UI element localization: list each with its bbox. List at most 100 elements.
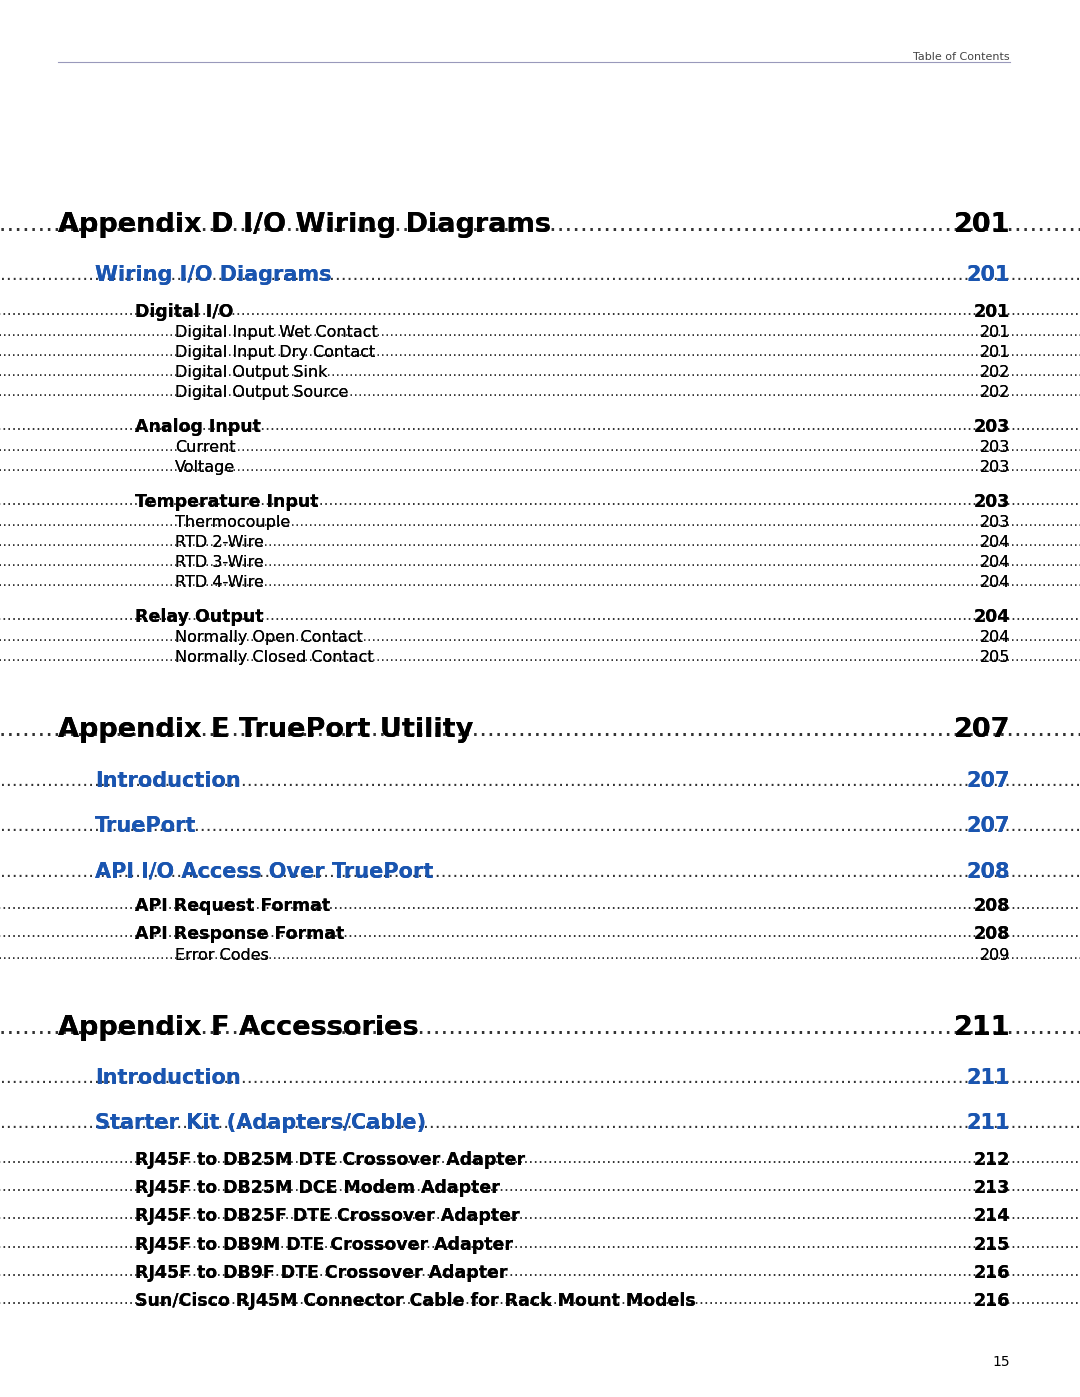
Text: Thermocouple: Thermocouple xyxy=(175,515,291,531)
Text: ................................................................................: ........................................… xyxy=(0,326,1080,339)
Text: 213: 213 xyxy=(974,1179,1010,1197)
Text: RJ45F to DB25M DTE Crossover Adapter: RJ45F to DB25M DTE Crossover Adapter xyxy=(135,1151,525,1169)
Text: 207: 207 xyxy=(967,771,1010,791)
Text: ................................................................................: ........................................… xyxy=(0,1113,1080,1133)
Text: 212: 212 xyxy=(974,1151,1010,1169)
Text: 203: 203 xyxy=(980,460,1010,475)
Text: RJ45F to DB25F DTE Crossover Adapter: RJ45F to DB25F DTE Crossover Adapter xyxy=(135,1207,519,1225)
Text: 204: 204 xyxy=(980,555,1010,570)
Text: ................................................................................: ........................................… xyxy=(0,212,1080,236)
Text: RJ45F to DB25F DTE Crossover Adapter: RJ45F to DB25F DTE Crossover Adapter xyxy=(135,1207,519,1225)
Text: Introduction: Introduction xyxy=(95,771,241,791)
Text: 209: 209 xyxy=(980,947,1010,963)
Text: RTD 2-Wire: RTD 2-Wire xyxy=(175,535,264,550)
Text: Appendix D I/O Wiring Diagrams: Appendix D I/O Wiring Diagrams xyxy=(58,212,551,237)
Text: Wiring I/O Diagrams: Wiring I/O Diagrams xyxy=(95,265,332,285)
Text: Table of Contents: Table of Contents xyxy=(914,52,1010,61)
Text: 211: 211 xyxy=(967,1113,1010,1133)
Text: Normally Closed Contact: Normally Closed Contact xyxy=(175,650,374,665)
Text: Sun/Cisco RJ45M Connector Cable for Rack Mount Models: Sun/Cisco RJ45M Connector Cable for Rack… xyxy=(135,1292,696,1310)
Text: 201: 201 xyxy=(954,212,1010,237)
Text: ................................................................................: ........................................… xyxy=(0,576,1080,590)
Text: 201: 201 xyxy=(967,265,1010,285)
Text: RTD 2-Wire: RTD 2-Wire xyxy=(175,535,264,550)
Text: API Response Format: API Response Format xyxy=(135,925,345,943)
Text: RTD 4-Wire: RTD 4-Wire xyxy=(175,576,264,590)
Text: TruePort: TruePort xyxy=(95,816,197,835)
Text: Current: Current xyxy=(175,440,235,455)
Text: 202: 202 xyxy=(980,365,1010,380)
Text: RTD 4-Wire: RTD 4-Wire xyxy=(175,576,264,590)
Text: 15: 15 xyxy=(993,1355,1010,1369)
Text: 203: 203 xyxy=(980,440,1010,455)
Text: ................................................................................: ........................................… xyxy=(0,771,1080,789)
Text: ................................................................................: ........................................… xyxy=(0,303,1080,319)
Text: RJ45F to DB25M DCE Modem Adapter: RJ45F to DB25M DCE Modem Adapter xyxy=(135,1179,500,1197)
Text: 201: 201 xyxy=(980,326,1010,339)
Text: Normally Closed Contact: Normally Closed Contact xyxy=(175,650,374,665)
Text: ................................................................................: ........................................… xyxy=(0,862,1080,880)
Text: 203: 203 xyxy=(980,515,1010,531)
Text: ................................................................................: ........................................… xyxy=(0,1207,1080,1222)
Text: 204: 204 xyxy=(974,608,1010,626)
Text: Appendix D I/O Wiring Diagrams: Appendix D I/O Wiring Diagrams xyxy=(58,212,551,237)
Text: TruePort: TruePort xyxy=(95,816,197,835)
Text: ................................................................................: ........................................… xyxy=(0,1264,1080,1278)
Text: 214: 214 xyxy=(974,1207,1010,1225)
Text: 209: 209 xyxy=(980,947,1010,963)
Text: Starter Kit (Adapters/Cable): Starter Kit (Adapters/Cable) xyxy=(95,1113,427,1133)
Text: ................................................................................: ........................................… xyxy=(0,1236,1080,1250)
Text: 211: 211 xyxy=(967,1067,1010,1088)
Text: ................................................................................: ........................................… xyxy=(0,493,1080,509)
Text: Normally Open Contact: Normally Open Contact xyxy=(175,630,363,645)
Text: Digital I/O: Digital I/O xyxy=(135,303,233,321)
Text: API Request Format: API Request Format xyxy=(135,897,330,915)
Text: 213: 213 xyxy=(974,1179,1010,1197)
Text: 216: 216 xyxy=(974,1292,1010,1310)
Text: ................................................................................: ........................................… xyxy=(0,535,1080,549)
Text: 211: 211 xyxy=(954,1014,1010,1041)
Text: 204: 204 xyxy=(980,535,1010,550)
Text: RJ45F to DB9F DTE Crossover Adapter: RJ45F to DB9F DTE Crossover Adapter xyxy=(135,1264,508,1282)
Text: Error Codes: Error Codes xyxy=(175,947,269,963)
Text: Introduction: Introduction xyxy=(95,1067,241,1088)
Text: 207: 207 xyxy=(967,816,1010,835)
Text: ................................................................................: ........................................… xyxy=(0,418,1080,433)
Text: RJ45F to DB9M DTE Crossover Adapter: RJ45F to DB9M DTE Crossover Adapter xyxy=(135,1236,513,1253)
Text: Voltage: Voltage xyxy=(175,460,235,475)
Text: Temperature Input: Temperature Input xyxy=(135,493,319,511)
Text: 211: 211 xyxy=(967,1113,1010,1133)
Text: Appendix E TruePort Utility: Appendix E TruePort Utility xyxy=(58,717,473,743)
Text: ................................................................................: ........................................… xyxy=(0,630,1080,644)
Text: Thermocouple: Thermocouple xyxy=(175,515,291,531)
Text: 204: 204 xyxy=(980,535,1010,550)
Text: ................................................................................: ........................................… xyxy=(0,925,1080,940)
Text: ................................................................................: ........................................… xyxy=(0,650,1080,665)
Text: ................................................................................: ........................................… xyxy=(0,897,1080,912)
Text: 201: 201 xyxy=(980,326,1010,339)
Text: Wiring I/O Diagrams: Wiring I/O Diagrams xyxy=(95,265,332,285)
Text: Digital I/O: Digital I/O xyxy=(135,303,233,321)
Text: 216: 216 xyxy=(974,1292,1010,1310)
Text: 205: 205 xyxy=(980,650,1010,665)
Text: Starter Kit (Adapters/Cable): Starter Kit (Adapters/Cable) xyxy=(95,1113,427,1133)
Text: 202: 202 xyxy=(980,386,1010,400)
Text: RTD 3-Wire: RTD 3-Wire xyxy=(175,555,264,570)
Text: ................................................................................: ........................................… xyxy=(0,365,1080,379)
Text: 203: 203 xyxy=(974,493,1010,511)
Text: Digital Output Sink: Digital Output Sink xyxy=(175,365,327,380)
Text: ................................................................................: ........................................… xyxy=(0,555,1080,569)
Text: API Request Format: API Request Format xyxy=(135,897,330,915)
Text: 208: 208 xyxy=(974,897,1010,915)
Text: 201: 201 xyxy=(974,303,1010,321)
Text: 212: 212 xyxy=(974,1151,1010,1169)
Text: Analog Input: Analog Input xyxy=(135,418,261,436)
Text: Introduction: Introduction xyxy=(95,1067,241,1088)
Text: 214: 214 xyxy=(974,1207,1010,1225)
Text: Temperature Input: Temperature Input xyxy=(135,493,319,511)
Text: 207: 207 xyxy=(967,771,1010,791)
Text: Relay Output: Relay Output xyxy=(135,608,264,626)
Text: Digital Input Wet Contact: Digital Input Wet Contact xyxy=(175,326,378,339)
Text: ................................................................................: ........................................… xyxy=(0,386,1080,400)
Text: 203: 203 xyxy=(974,418,1010,436)
